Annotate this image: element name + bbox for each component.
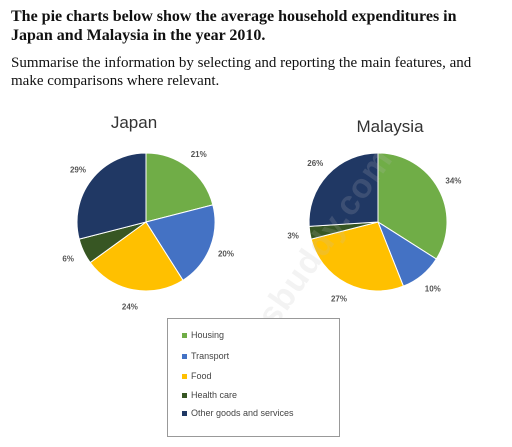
malaysia-label-food: 27%	[331, 295, 347, 304]
japan-label-other-goods-and-services: 29%	[70, 165, 86, 174]
japan-slice-transport	[145, 204, 216, 281]
legend-swatch-other	[182, 410, 187, 416]
legend-item-health-care: Health care	[182, 389, 237, 401]
legend-item-transport: Transport	[182, 350, 229, 362]
legend-swatch-food	[182, 373, 187, 379]
legend-item-other: Other goods and services	[182, 407, 294, 419]
malaysia-label-other-goods-and-services: 26%	[307, 159, 323, 168]
legend-swatch-health-care	[182, 392, 187, 398]
malaysia-label-housing: 34%	[445, 177, 461, 186]
japan-label-housing: 21%	[191, 150, 207, 159]
legend-label-food: Food	[191, 371, 212, 381]
japan-label-transport: 20%	[218, 250, 234, 259]
japan-slice-housing	[145, 152, 214, 223]
legend-swatch-housing	[182, 332, 187, 338]
prompt-title: The pie charts below show the average ho…	[11, 8, 457, 44]
japan-chart-title: Japan	[111, 113, 157, 132]
japan-slice-food	[89, 221, 184, 292]
malaysia-chart-title: Malaysia	[356, 117, 424, 136]
japan-label-food: 24%	[122, 303, 138, 312]
legend-label-other: Other goods and services	[191, 408, 294, 418]
malaysia-label-transport: 10%	[425, 284, 441, 293]
legend-label-health-care: Health care	[191, 390, 238, 400]
japan-slice-other-goods-and-services	[76, 152, 147, 240]
prompt-instruction: Summarise the information by selecting a…	[11, 55, 472, 89]
malaysia-slice-other-goods-and-services	[308, 152, 379, 227]
legend-item-food: Food	[182, 370, 212, 382]
legend-swatch-transport	[182, 353, 187, 359]
japan-label-health-care: 6%	[62, 255, 74, 264]
chart-legend: Housing Transport Food Health care Other…	[167, 318, 340, 437]
malaysia-slice-food	[310, 221, 405, 292]
legend-item-housing: Housing	[182, 329, 224, 341]
legend-label-transport: Transport	[191, 351, 230, 361]
malaysia-label-health-care: 3%	[287, 232, 299, 241]
legend-label-housing: Housing	[191, 330, 225, 340]
